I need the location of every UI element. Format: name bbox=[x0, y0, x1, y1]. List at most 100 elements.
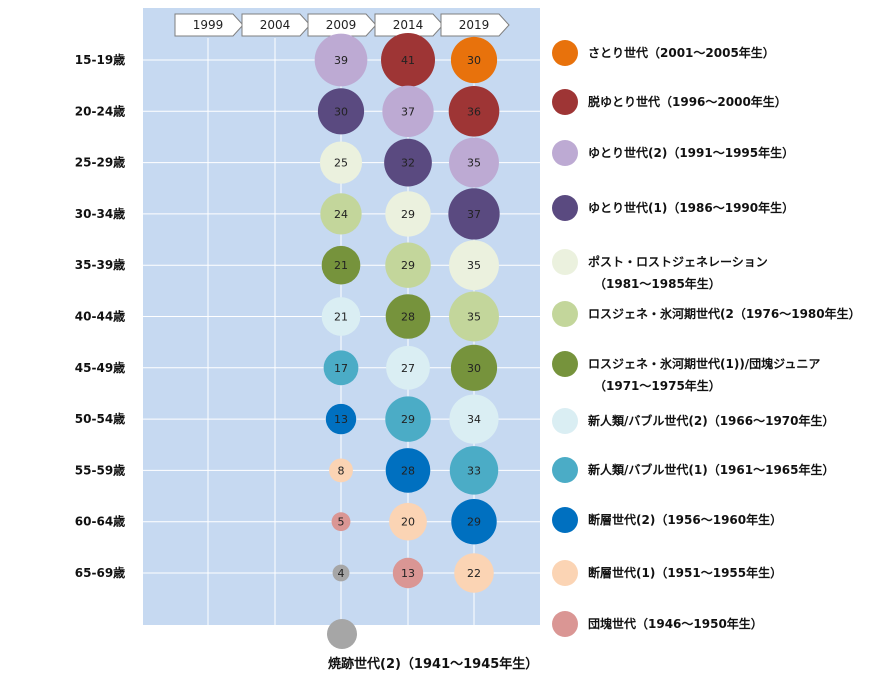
bubble bbox=[385, 191, 431, 237]
bubble bbox=[386, 345, 430, 390]
bubble-value-label: 8 bbox=[338, 464, 345, 477]
bubble bbox=[449, 291, 499, 342]
legend-label: ロスジェネ・氷河期世代(2（1976～1980年生） bbox=[588, 306, 861, 321]
bubble bbox=[449, 394, 499, 444]
bubble bbox=[329, 458, 353, 483]
bubble-value-label: 41 bbox=[401, 54, 415, 67]
legend-label: 脱ゆとり世代（1996～2000年生） bbox=[588, 94, 787, 109]
bubble-value-label: 35 bbox=[467, 157, 481, 170]
bubble-value-label: 27 bbox=[401, 362, 415, 375]
bubble-value-label: 20 bbox=[401, 516, 415, 529]
year-header-2014 bbox=[374, 13, 444, 37]
bubble bbox=[448, 86, 500, 137]
legend-swatch bbox=[552, 611, 578, 637]
age-label: 50-54歳 bbox=[75, 411, 125, 426]
age-label: 15-19歳 bbox=[75, 52, 125, 67]
age-label: 45-49歳 bbox=[75, 360, 125, 375]
legend-swatch bbox=[552, 301, 578, 327]
bubble bbox=[450, 344, 498, 391]
bubble-value-label: 13 bbox=[401, 567, 415, 580]
legend-swatch bbox=[552, 140, 578, 166]
bubble bbox=[320, 193, 362, 235]
legend-label: （1981～1985年生） bbox=[594, 276, 721, 291]
legend: さとり世代（2001～2005年生） 脱ゆとり世代（1996～2000年生） ゆとり… bbox=[552, 40, 861, 637]
legend-label: 断層世代(2)（1956～1960年生） bbox=[588, 512, 782, 527]
bubble-value-label: 35 bbox=[467, 259, 481, 272]
bubble bbox=[449, 137, 499, 188]
bubble bbox=[385, 294, 431, 339]
legend-swatch bbox=[552, 40, 578, 66]
age-label: 30-34歳 bbox=[75, 206, 125, 221]
legend-swatch bbox=[552, 507, 578, 533]
legend-swatch bbox=[552, 457, 578, 483]
bubble-value-label: 28 bbox=[401, 464, 415, 477]
age-label: 55-59歳 bbox=[75, 462, 125, 477]
year-header-1999 bbox=[174, 13, 244, 37]
bubble-value-label: 28 bbox=[401, 311, 415, 324]
legend-swatch bbox=[327, 619, 357, 649]
bubble bbox=[389, 502, 427, 541]
bubble bbox=[323, 350, 359, 386]
year-label: 1999 bbox=[193, 18, 224, 32]
age-label: 35-39歳 bbox=[75, 257, 125, 272]
legend-label: ゆとり世代(1)（1986～1990年生） bbox=[588, 200, 794, 215]
bubble bbox=[321, 245, 361, 285]
legend-label: （1971～1975年生） bbox=[594, 378, 721, 393]
bubble bbox=[385, 396, 431, 442]
bubble-value-label: 37 bbox=[467, 208, 481, 221]
bubble bbox=[384, 138, 432, 187]
year-header-2019 bbox=[440, 13, 510, 37]
bubble-value-label: 5 bbox=[338, 516, 345, 529]
bubble-value-label: 36 bbox=[467, 105, 481, 118]
bubble-value-label: 24 bbox=[334, 208, 348, 221]
bubble-value-label: 34 bbox=[467, 413, 481, 426]
bubble-value-label: 30 bbox=[334, 105, 348, 118]
bubble bbox=[385, 242, 431, 288]
legend-swatch bbox=[552, 408, 578, 434]
bubble bbox=[381, 33, 435, 87]
bubbles: 39 30 25 24 21 21 17 13 8 5 4 41 37 32 29 29 28 27 29 28 20 1… bbox=[314, 33, 500, 593]
bubble bbox=[449, 240, 499, 291]
year-label: 2009 bbox=[326, 18, 357, 32]
bubble bbox=[314, 33, 368, 87]
year-label: 2004 bbox=[260, 18, 291, 32]
bubble-value-label: 30 bbox=[467, 54, 481, 67]
legend-label: ポスト・ロストジェネレーション bbox=[588, 254, 768, 269]
year-header-2004 bbox=[241, 13, 311, 37]
bubble-value-label: 30 bbox=[467, 362, 481, 375]
legend-swatch bbox=[552, 195, 578, 221]
legend-label: さとり世代（2001～2005年生） bbox=[588, 45, 775, 60]
bubble-value-label: 21 bbox=[334, 259, 348, 272]
bubble bbox=[382, 85, 434, 137]
bubble bbox=[331, 512, 351, 532]
legend-label: 団塊世代（1946～1950年生） bbox=[588, 616, 763, 631]
legend-label: ロスジェネ・氷河期世代(1))/団塊ジュニア bbox=[588, 356, 820, 371]
legend-label: 焼跡世代(2)（1941～1945年生） bbox=[328, 656, 538, 672]
bubble bbox=[321, 297, 361, 336]
bubble-value-label: 29 bbox=[467, 516, 481, 529]
bubble bbox=[319, 141, 363, 184]
bubble bbox=[392, 557, 424, 589]
bubble-value-label: 33 bbox=[467, 464, 481, 477]
legend-label: 断層世代(1)（1951～1955年生） bbox=[588, 565, 782, 580]
bubble bbox=[449, 446, 499, 495]
bubble-value-label: 32 bbox=[401, 157, 415, 170]
bubble-value-label: 37 bbox=[401, 105, 415, 118]
bubble bbox=[385, 448, 431, 493]
bubble-value-label: 22 bbox=[467, 567, 481, 580]
legend-label: 新人類/バブル世代(1)（1961～1965年生） bbox=[588, 462, 835, 477]
bubble bbox=[448, 188, 500, 240]
bubble-value-label: 39 bbox=[334, 54, 348, 67]
legend-swatch bbox=[552, 89, 578, 115]
age-label: 25-29歳 bbox=[75, 155, 125, 170]
year-header-2009 bbox=[307, 13, 377, 37]
bubble-value-label: 29 bbox=[401, 259, 415, 272]
bottom-legend: 焼跡世代(2)（1941～1945年生） bbox=[327, 619, 538, 672]
legend-swatch bbox=[552, 560, 578, 586]
bubble-value-label: 4 bbox=[338, 567, 345, 580]
year-label: 2014 bbox=[393, 18, 424, 32]
age-label: 40-44歳 bbox=[75, 309, 125, 324]
age-labels: 15-19歳 20-24歳 25-29歳 30-34歳 35-39歳 40-44歳 45-4… bbox=[75, 52, 125, 580]
